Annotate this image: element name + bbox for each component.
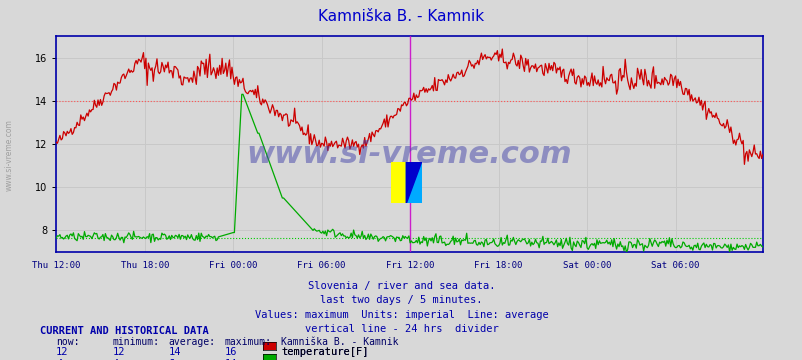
Text: 14: 14 [225,359,237,360]
Text: Sat 06:00: Sat 06:00 [650,261,699,270]
Text: flow[foot3/min]: flow[foot3/min] [281,359,375,360]
Text: Slovenia / river and sea data.: Slovenia / river and sea data. [307,281,495,291]
Text: Kamniška B. - Kamnik: Kamniška B. - Kamnik [281,337,398,347]
Text: 16: 16 [225,347,237,357]
Polygon shape [406,162,421,203]
Text: now:: now: [56,337,79,347]
Text: temperature[F]: temperature[F] [281,347,368,357]
Text: 14: 14 [168,347,181,357]
Text: www.si-vreme.com: www.si-vreme.com [5,119,14,191]
Text: Fri 00:00: Fri 00:00 [209,261,257,270]
Text: Fri 12:00: Fri 12:00 [386,261,434,270]
Text: minimum:: minimum: [112,337,160,347]
Bar [391,162,406,203]
Text: Thu 18:00: Thu 18:00 [120,261,168,270]
Text: Kamniška B. - Kamnik: Kamniška B. - Kamnik [318,9,484,24]
Text: 6: 6 [168,359,175,360]
Text: temperature[F]: temperature[F] [281,347,368,357]
Text: average:: average: [168,337,216,347]
Text: www.si-vreme.com: www.si-vreme.com [246,140,572,169]
Text: maximum:: maximum: [225,337,272,347]
Text: last two days / 5 minutes.: last two days / 5 minutes. [320,295,482,305]
Text: 4: 4 [56,359,63,360]
Text: CURRENT AND HISTORICAL DATA: CURRENT AND HISTORICAL DATA [40,326,209,336]
Text: Fri 06:00: Fri 06:00 [297,261,346,270]
Text: Sat 00:00: Sat 00:00 [562,261,610,270]
Text: Thu 12:00: Thu 12:00 [32,261,80,270]
Text: Values: maximum  Units: imperial  Line: average: Values: maximum Units: imperial Line: av… [254,310,548,320]
Text: 4: 4 [112,359,119,360]
Text: vertical line - 24 hrs  divider: vertical line - 24 hrs divider [304,324,498,334]
Text: flow[foot3/min]: flow[foot3/min] [281,359,375,360]
Text: 12: 12 [56,347,69,357]
Text: Fri 18:00: Fri 18:00 [474,261,522,270]
Bar [406,162,421,203]
Text: 12: 12 [112,347,125,357]
